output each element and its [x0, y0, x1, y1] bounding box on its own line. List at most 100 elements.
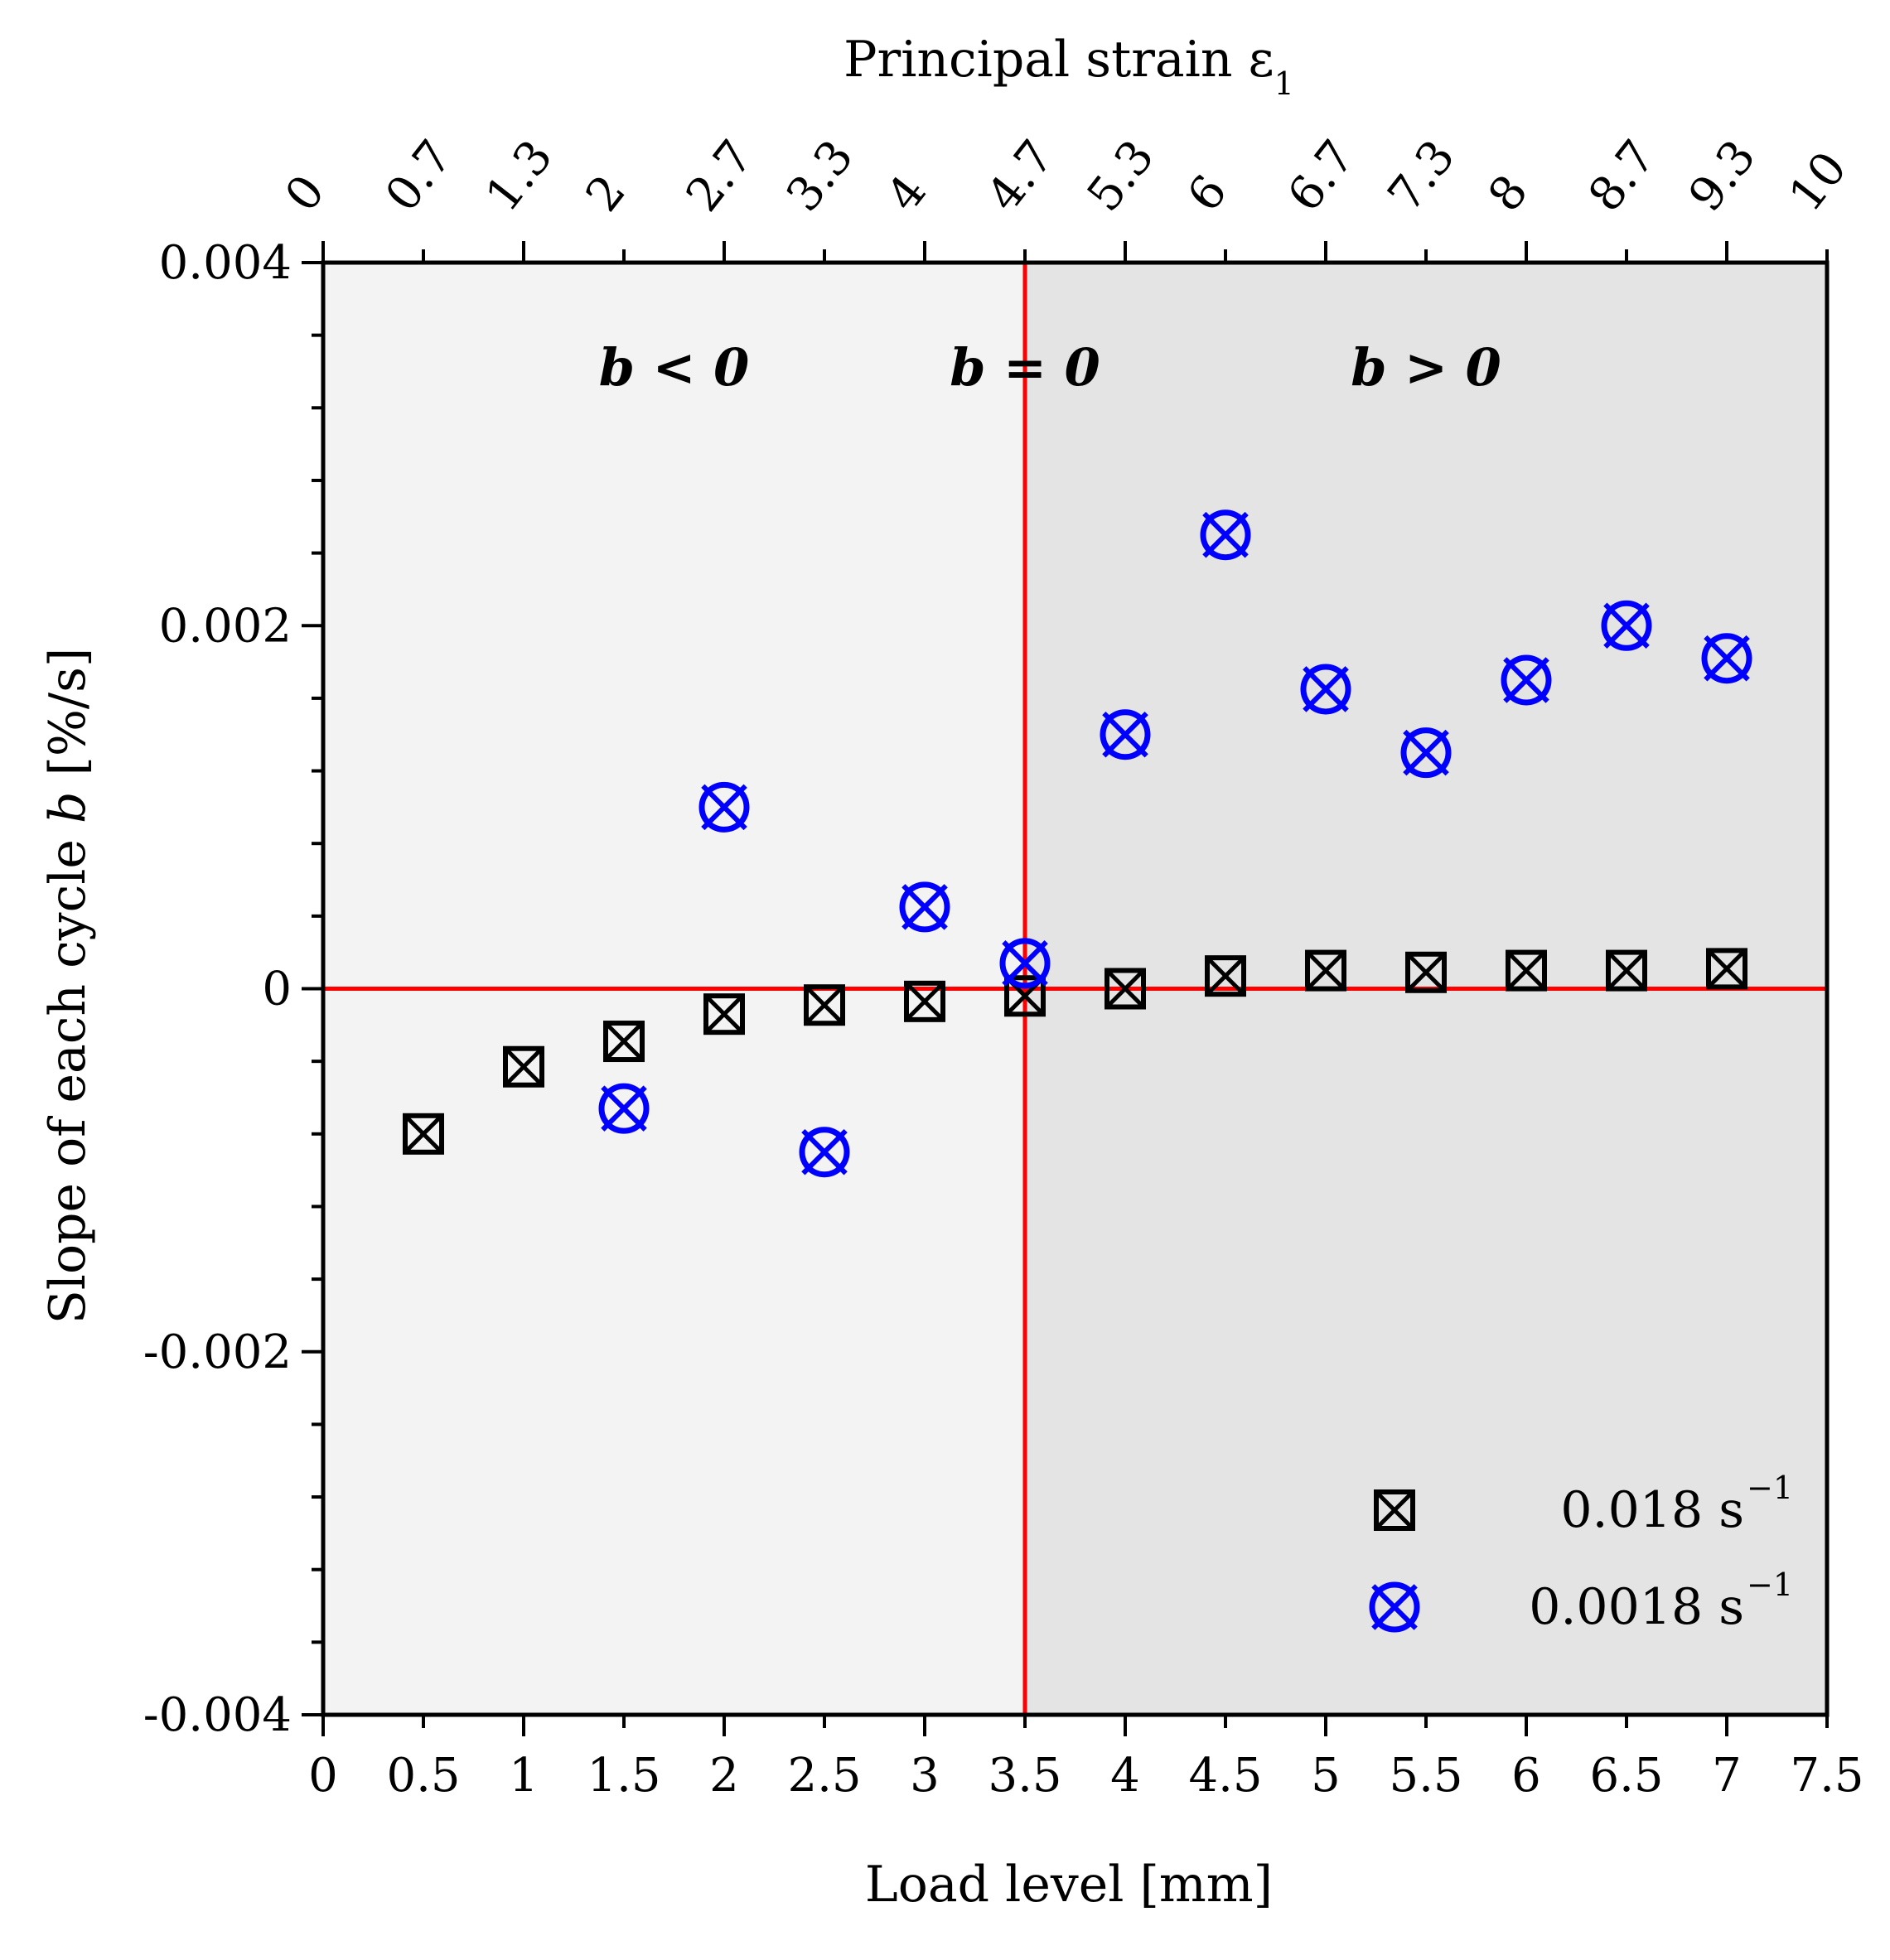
data-point [904, 980, 945, 1022]
marker-cross [901, 884, 948, 930]
data-point [1506, 949, 1547, 992]
x-tick-label: 7 [1712, 1749, 1742, 1803]
x-tick-label: 3 [910, 1749, 940, 1803]
y-tick-label: -0.002 [143, 1325, 292, 1379]
marker-cross [1375, 1490, 1414, 1530]
top-x-axis-title-subscript: 1 [1274, 65, 1294, 102]
marker-box [1706, 948, 1747, 990]
x-axis-title: Load level [mm] [865, 1856, 1273, 1914]
data-point [1305, 949, 1346, 992]
marker-circle [1300, 664, 1351, 715]
region-label: b = 0 [950, 337, 1100, 398]
marker-cross [1306, 950, 1346, 991]
marker-circle [799, 1127, 850, 1178]
marker-box [904, 980, 945, 1022]
x-tick-label: 6 [1511, 1749, 1541, 1803]
data-point [804, 984, 845, 1026]
y-tick-label: 0.002 [159, 599, 292, 653]
marker-cross [1704, 635, 1750, 682]
legend: 0.018 s −10.0018 s −1 [1369, 1470, 1793, 1636]
marker-cross [1105, 968, 1145, 1009]
data-point [403, 1113, 444, 1155]
legend-label: 0.0018 s [1529, 1578, 1744, 1636]
marker-circle [999, 938, 1051, 989]
marker-cross [1206, 956, 1245, 996]
legend-label-superscript: −1 [1747, 1470, 1793, 1506]
marker-box [1506, 949, 1547, 992]
marker-box [1606, 949, 1647, 992]
marker-cross [504, 1046, 544, 1087]
marker-cross [1603, 602, 1650, 649]
marker-circle [1100, 709, 1151, 760]
legend-marker [1374, 1489, 1415, 1531]
y-axis-title: Slope of each cycle b [%/s] [39, 648, 97, 1325]
x-tick-label: 7.5 [1790, 1749, 1863, 1803]
legend-label-superscript: −1 [1747, 1567, 1793, 1603]
marker-box [1374, 1489, 1415, 1531]
marker-cross [805, 985, 844, 1025]
marker-box [503, 1045, 544, 1088]
marker-cross [1506, 950, 1546, 991]
region-labels: b < 0 b = 0 b > 0 [599, 337, 1501, 398]
data-point [1300, 664, 1351, 715]
data-point [1400, 727, 1452, 779]
data-point [1706, 948, 1747, 990]
marker-cross [1707, 949, 1747, 989]
x-tick-label: 4 [1110, 1749, 1140, 1803]
marker-cross [905, 982, 945, 1021]
data-point [1501, 654, 1552, 706]
legend-label: 0.018 s [1560, 1481, 1744, 1539]
marker-cross [1607, 950, 1646, 991]
data-point [1405, 951, 1447, 993]
marker-box [403, 1113, 444, 1155]
data-point [1601, 600, 1652, 651]
data-point [899, 881, 950, 933]
marker-cross [704, 994, 744, 1034]
marker-cross [1371, 1584, 1418, 1630]
x-tick-label: 1.5 [587, 1749, 660, 1803]
series-2 [598, 509, 1752, 1178]
y-tick-label: 0 [262, 963, 292, 1016]
marker-cross [404, 1114, 443, 1154]
marker-circle [1601, 600, 1652, 651]
x-tick-label: 2 [709, 1749, 739, 1803]
y-axis-title-prefix: Slope of each cycle [39, 823, 97, 1324]
marker-circle [598, 1083, 650, 1134]
x-tick-label: 5.5 [1389, 1749, 1462, 1803]
y-axis-title-variable: b [39, 792, 97, 823]
data-point [1105, 968, 1146, 1010]
data-point [799, 1127, 850, 1178]
x-tick-label: 1 [509, 1749, 539, 1803]
data-points [403, 509, 1752, 1178]
data-point [1200, 509, 1251, 561]
marker-circle [1369, 1581, 1420, 1633]
marker-box [1205, 955, 1246, 997]
marker-circle [1400, 727, 1452, 779]
x-tick-label: 0 [308, 1749, 338, 1803]
marker-cross [1503, 657, 1549, 703]
marker-circle [899, 881, 950, 933]
x-tick-label: 4.5 [1188, 1749, 1262, 1803]
data-point [999, 938, 1051, 989]
data-point [1701, 633, 1752, 684]
data-point [1606, 949, 1647, 992]
x-tick-label: 5 [1311, 1749, 1341, 1803]
top-x-axis-title: Principal strain ε1 [843, 31, 1294, 102]
x-tick-label: 2.5 [787, 1749, 861, 1803]
marker-box [1004, 975, 1046, 1017]
marker-circle [1501, 654, 1552, 706]
marker-cross [1202, 511, 1249, 558]
marker-cross [1002, 940, 1048, 987]
legend-marker [1369, 1581, 1420, 1633]
marker-cross [1406, 953, 1446, 992]
region-label: b > 0 [1351, 337, 1501, 398]
marker-cross [701, 784, 747, 831]
marker-circle [1200, 509, 1251, 561]
marker-cross [604, 1021, 644, 1061]
threshold-lines [323, 263, 1827, 1715]
y-tick-label: 0.004 [159, 236, 292, 290]
marker-cross [1303, 666, 1349, 712]
marker-box [1305, 949, 1346, 992]
y-axis-title-suffix: [%/s] [39, 648, 97, 792]
x-tick-label: 3.5 [988, 1749, 1061, 1803]
